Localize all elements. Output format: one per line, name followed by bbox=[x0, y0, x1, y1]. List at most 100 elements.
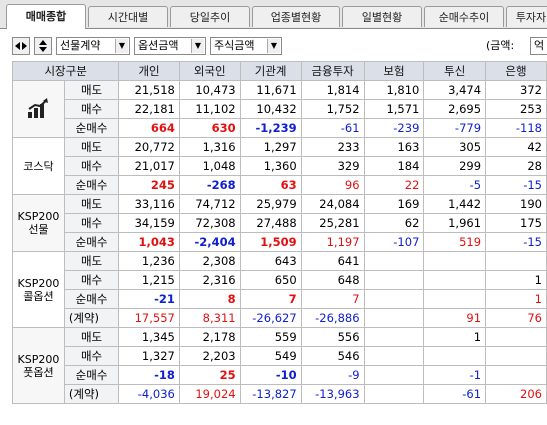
value-cell: 1,316 bbox=[178, 137, 241, 157]
value-cell: 329 bbox=[300, 156, 365, 176]
row-label: 매수 bbox=[63, 213, 120, 233]
value-cell: 2,203 bbox=[178, 346, 241, 366]
row-label: 매도 bbox=[63, 194, 120, 214]
value-cell: -61 bbox=[423, 384, 487, 404]
table-row[interactable]: KSP200 풋옵션 매도 1,345 2,178 559 556 1 bbox=[12, 327, 547, 404]
chevron-down-icon: ▼ bbox=[191, 39, 204, 53]
value-cell bbox=[485, 251, 547, 271]
value-cell: -15 bbox=[485, 232, 547, 252]
value-cell: 91 bbox=[423, 308, 487, 328]
market-group-cell: KSP200 콜옵션 bbox=[12, 251, 65, 328]
value-cell: 206 bbox=[485, 384, 547, 404]
market-group-cell: KSP200 선물 bbox=[12, 194, 65, 252]
value-cell: -4,036 bbox=[118, 384, 180, 404]
tab-by-time[interactable]: 시간대별 bbox=[88, 6, 168, 27]
table-row[interactable]: 매수 1,215 2,316 650 648 1 bbox=[13, 270, 547, 290]
table-row[interactable]: 순매수 245 -268 63 96 22 -5 -15 bbox=[13, 175, 547, 195]
value-cell: 62 bbox=[363, 213, 425, 233]
table-row[interactable]: 매도 21,518 10,473 11,671 1,814 1,810 3,474 372 bbox=[12, 80, 547, 138]
option-select-value: 옵션금액 bbox=[138, 39, 179, 52]
value-cell bbox=[363, 289, 425, 309]
value-cell: 546 bbox=[300, 346, 365, 366]
row-label: 순매수 bbox=[63, 289, 120, 309]
value-cell: 1,345 bbox=[118, 327, 180, 347]
amount-unit-select[interactable]: 억 bbox=[530, 37, 547, 55]
value-cell: 664 bbox=[118, 118, 180, 138]
table-row[interactable]: 순매수 -18 25 -10 -9 -1 bbox=[13, 365, 547, 385]
value-cell: -26,627 bbox=[239, 308, 302, 328]
value-cell: 253 bbox=[485, 99, 547, 119]
value-cell: -61 bbox=[300, 118, 365, 138]
table-row[interactable]: (계약) -4,036 19,024 -13,827 -13,963 -61 206 bbox=[13, 384, 547, 404]
market-group-name: 코스닥 bbox=[23, 159, 54, 173]
table-row[interactable]: 매수 34,159 72,308 27,488 25,281 62 1,961 175 bbox=[13, 213, 547, 233]
market-select[interactable]: 선물계약 ▼ bbox=[56, 37, 130, 55]
value-cell: -239 bbox=[363, 118, 425, 138]
table-row[interactable]: KSP200 콜옵션 매도 1,236 2,308 643 641 bbox=[12, 251, 547, 328]
tab-daily[interactable]: 일별현황 bbox=[342, 6, 422, 27]
table-row[interactable]: 순매수 1,043 -2,404 1,509 1,197 -107 519 -15 bbox=[13, 232, 547, 252]
table-row[interactable]: 매수 21,017 1,048 1,360 329 184 299 28 bbox=[13, 156, 547, 176]
value-cell: 7 bbox=[300, 289, 365, 309]
row-label: 매수 bbox=[63, 99, 120, 119]
tab-summary[interactable]: 매매종합 bbox=[6, 4, 86, 29]
value-cell: 3,474 bbox=[423, 80, 487, 100]
value-cell: 1,048 bbox=[178, 156, 241, 176]
value-cell: 519 bbox=[423, 232, 487, 252]
value-cell: 25,281 bbox=[300, 213, 365, 233]
option-select[interactable]: 옵션금액 ▼ bbox=[134, 37, 206, 55]
value-cell: 643 bbox=[239, 251, 302, 271]
market-select-value: 선물계약 bbox=[60, 39, 101, 52]
value-cell: 641 bbox=[300, 251, 365, 271]
tab-net-buy-trend[interactable]: 순매수추이 bbox=[424, 6, 504, 27]
value-cell: 7 bbox=[239, 289, 302, 309]
table-row[interactable]: 순매수 664 630 -1,239 -61 -239 -779 -118 bbox=[13, 118, 547, 138]
value-cell: 74,712 bbox=[178, 194, 241, 214]
market-group-name: 선물 bbox=[28, 223, 49, 236]
value-cell: 559 bbox=[239, 327, 302, 347]
row-label: 매도 bbox=[63, 327, 120, 347]
tab-intraday[interactable]: 당일추이 bbox=[170, 6, 250, 27]
value-cell: -107 bbox=[363, 232, 425, 252]
table-row[interactable]: KSP200 선물 매도 33,116 74,712 25,979 24,084 169 1,4… bbox=[12, 194, 547, 252]
value-cell bbox=[363, 384, 425, 404]
value-cell: 1,236 bbox=[118, 251, 180, 271]
header-bank: 은행 bbox=[485, 61, 547, 81]
value-cell: 8,311 bbox=[178, 308, 241, 328]
amount-label: (금액: bbox=[486, 39, 515, 52]
value-cell: 21,518 bbox=[118, 80, 180, 100]
table-row[interactable]: 매수 22,181 11,102 10,432 1,752 1,571 2,695 253 bbox=[13, 99, 547, 119]
header-individual: 개인 bbox=[118, 61, 180, 81]
table-row[interactable]: (계약) 17,557 8,311 -26,627 -26,886 91 76 bbox=[13, 308, 547, 328]
table-row[interactable]: 매수 1,327 2,203 549 546 bbox=[13, 346, 547, 366]
tab-investor[interactable]: 투자자 bbox=[506, 6, 547, 27]
value-cell bbox=[423, 251, 487, 271]
value-cell: 1,215 bbox=[118, 270, 180, 290]
table-row[interactable]: 코스닥 매도 20,772 1,316 1,297 233 163 305 42 bbox=[12, 137, 547, 195]
value-cell: -779 bbox=[423, 118, 487, 138]
value-cell: 184 bbox=[363, 156, 425, 176]
market-group-name: KSP200 bbox=[17, 276, 60, 290]
stock-select[interactable]: 주식금액 ▼ bbox=[210, 37, 282, 55]
header-foreign: 외국인 bbox=[178, 61, 241, 81]
value-cell: -1,239 bbox=[239, 118, 302, 138]
row-label: 매수 bbox=[63, 270, 120, 290]
value-cell: 11,671 bbox=[239, 80, 302, 100]
value-cell: 22 bbox=[363, 175, 425, 195]
value-cell: 10,432 bbox=[239, 99, 302, 119]
value-cell: 96 bbox=[300, 175, 365, 195]
market-group-name: KSP200 bbox=[17, 210, 60, 223]
value-cell: 17,557 bbox=[118, 308, 180, 328]
value-cell bbox=[485, 346, 547, 366]
left-right-arrow-button[interactable] bbox=[12, 37, 30, 55]
table-row[interactable]: 순매수 -21 8 7 7 1 bbox=[13, 289, 547, 309]
value-cell bbox=[363, 251, 425, 271]
value-cell: -2,404 bbox=[178, 232, 241, 252]
value-cell: 305 bbox=[423, 137, 487, 157]
value-cell: -13,827 bbox=[239, 384, 302, 404]
value-cell: 76 bbox=[485, 308, 547, 328]
value-cell: 27,488 bbox=[239, 213, 302, 233]
up-down-arrow-button[interactable] bbox=[34, 37, 52, 55]
value-cell: 11,102 bbox=[178, 99, 241, 119]
tab-by-sector[interactable]: 업종별현황 bbox=[252, 6, 340, 27]
